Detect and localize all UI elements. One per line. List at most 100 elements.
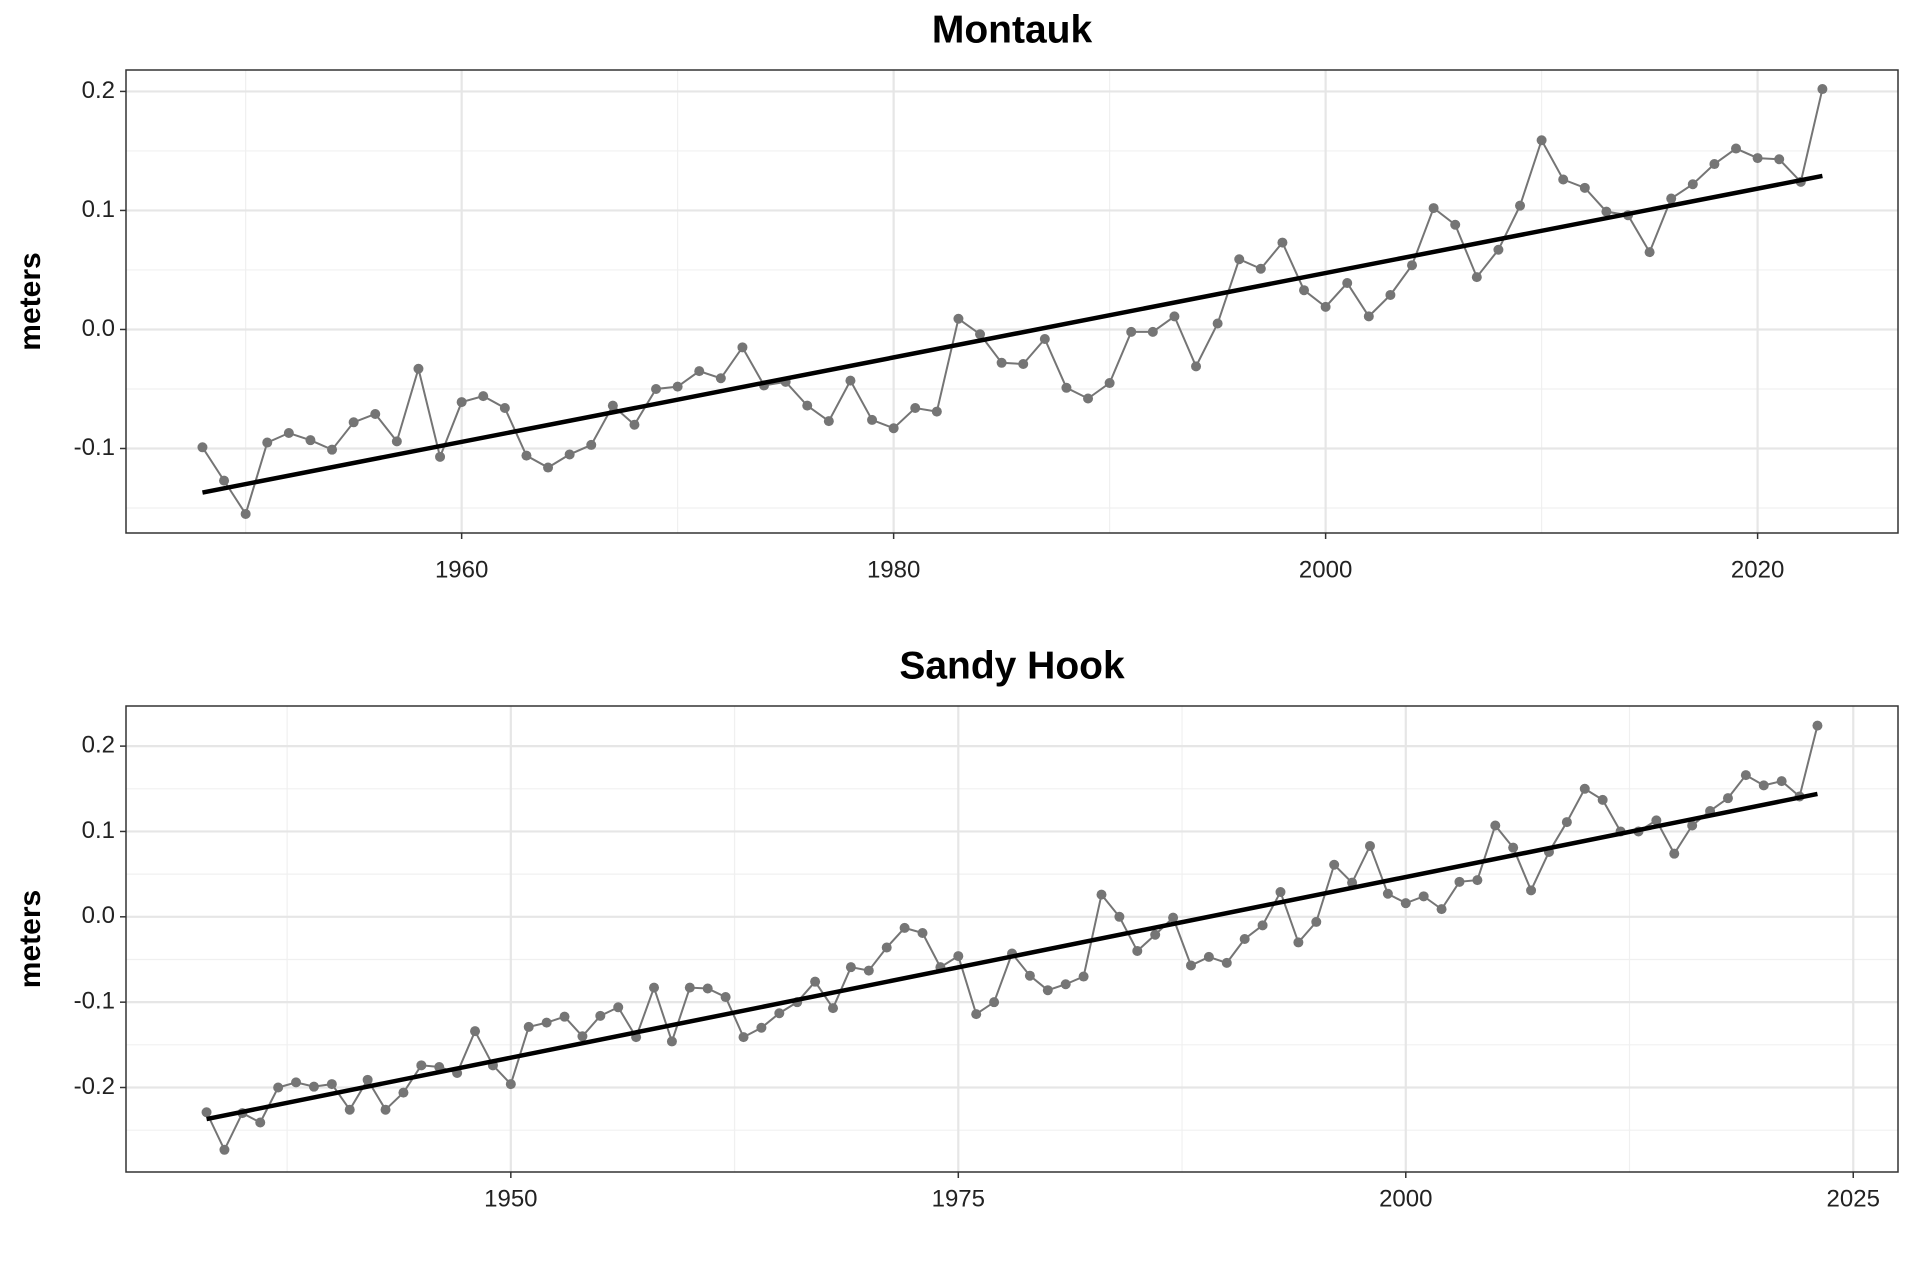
data-point [899, 922, 910, 933]
data-point [802, 400, 813, 411]
data-point [1471, 272, 1482, 283]
data-point [1311, 916, 1322, 927]
data-point [416, 1060, 427, 1071]
y-tick-label: -0.1 [74, 988, 115, 1015]
trend-line [202, 173, 1823, 495]
chart-title: Sandy Hook [899, 644, 1125, 687]
data-point [1203, 951, 1214, 962]
data-point [1255, 263, 1266, 274]
data-point [1277, 237, 1288, 248]
data-point [505, 1079, 516, 1090]
data-point [308, 1081, 319, 1092]
data-point [1363, 311, 1374, 322]
data-point [1329, 859, 1340, 870]
y-tick-label: 0.0 [82, 902, 115, 929]
data-point [1150, 929, 1161, 940]
data-point [595, 1010, 606, 1021]
y-axis-label: meters [14, 252, 47, 350]
data-point [1169, 311, 1180, 322]
data-point [613, 1002, 624, 1013]
data-point [888, 423, 899, 434]
data-point [1382, 888, 1393, 899]
data-point [1275, 887, 1286, 898]
plot-border [125, 705, 1899, 1173]
data-point [931, 406, 942, 417]
data-point [255, 1117, 266, 1128]
data-point [543, 462, 554, 473]
x-tick-label: 1980 [867, 556, 920, 583]
data-point [910, 403, 921, 414]
x-tick-label: 1950 [484, 1185, 537, 1212]
y-tick-label: -0.2 [74, 1073, 115, 1100]
data-point [380, 1104, 391, 1115]
data-point [273, 1082, 284, 1093]
data-point [1561, 817, 1572, 828]
data-point [881, 942, 892, 953]
series-line [201, 88, 1824, 517]
data-point [413, 363, 424, 374]
data-point [478, 391, 489, 402]
data-point [1104, 378, 1115, 389]
x-tick-label: 1960 [435, 556, 488, 583]
data-point [1644, 247, 1655, 258]
data-point [523, 1021, 534, 1032]
x-tick-label: 2000 [1299, 556, 1352, 583]
data-point [1731, 143, 1742, 154]
data-point [1320, 301, 1331, 312]
data-point [649, 982, 660, 993]
y-tick-label: 0.1 [82, 817, 115, 844]
data-point [564, 449, 575, 460]
x-tick-label: 2020 [1731, 556, 1784, 583]
data-point [953, 951, 964, 962]
data-point [1493, 244, 1504, 255]
data-point [715, 373, 726, 384]
data-point [541, 1017, 552, 1028]
data-point [283, 428, 294, 439]
data-point [1342, 278, 1353, 289]
data-point [810, 976, 821, 987]
data-point [327, 444, 338, 455]
data-point [1812, 720, 1823, 731]
data-point [577, 1031, 588, 1042]
data-point [1472, 875, 1483, 886]
trend-line [206, 791, 1818, 1122]
data-point [398, 1087, 409, 1098]
data-point [1385, 289, 1396, 300]
data-point [1168, 912, 1179, 923]
x-tick-label: 1975 [932, 1185, 985, 1212]
data-point [845, 962, 856, 973]
data-point [1061, 382, 1072, 393]
data-point [262, 437, 273, 448]
data-point [738, 1032, 749, 1043]
data-point [1114, 911, 1125, 922]
data-point [1239, 934, 1250, 944]
data-point [1024, 970, 1035, 981]
data-point [1490, 820, 1501, 831]
data-point [1669, 848, 1680, 859]
plot-background [126, 70, 1898, 533]
y-axis-label: meters [14, 890, 47, 988]
data-point [291, 1077, 302, 1088]
data-point [1364, 840, 1375, 851]
data-point [1147, 326, 1158, 337]
data-point [1407, 260, 1418, 271]
data-point [1774, 154, 1785, 165]
data-point [1709, 159, 1720, 170]
y-tick-label: -0.1 [74, 434, 115, 461]
data-point [702, 983, 713, 994]
data-point [737, 342, 748, 353]
data-point [867, 414, 878, 425]
data-point [1776, 776, 1787, 787]
data-point [1579, 182, 1590, 193]
data-point [1234, 254, 1245, 265]
data-point [1060, 979, 1071, 990]
data-point [1740, 770, 1751, 781]
data-point [1428, 203, 1439, 214]
data-point [305, 435, 316, 446]
data-point [344, 1104, 355, 1115]
data-point [774, 1008, 785, 1019]
data-point [1132, 945, 1143, 956]
data-point [1400, 898, 1411, 909]
y-tick-label: 0.1 [82, 196, 115, 223]
